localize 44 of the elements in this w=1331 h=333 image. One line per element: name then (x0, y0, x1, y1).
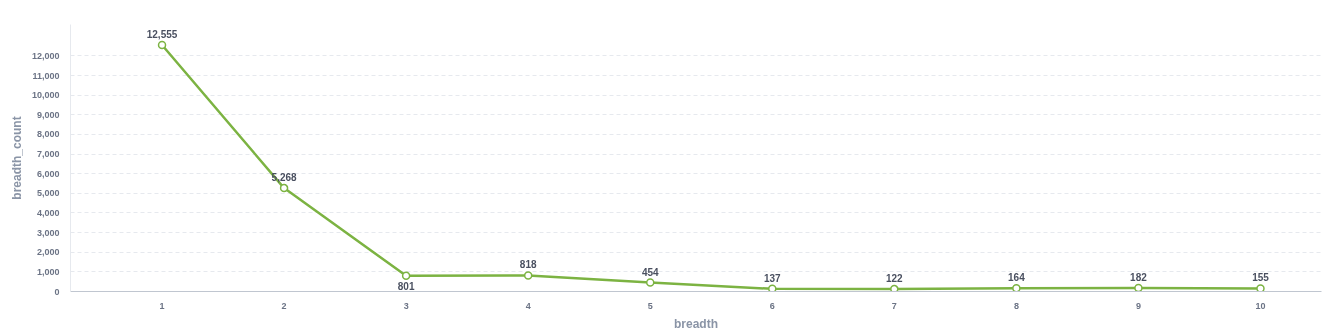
y-tick-label: 0 (54, 286, 60, 297)
x-tick-label: 2 (281, 300, 287, 311)
x-tick-label: 1 (159, 300, 165, 311)
x-tick-label: 6 (769, 300, 775, 311)
y-tick-label: 12,000 (31, 50, 60, 61)
text: 182 (1130, 271, 1147, 283)
y-tick-label: 6,000 (36, 168, 60, 179)
y-tick-label: 5,000 (36, 188, 60, 199)
point (890, 284, 899, 292)
y-tick-label: 3,000 (36, 227, 60, 238)
y-axis-title: breadth_count (9, 116, 24, 200)
y-tick-label: 2,000 (36, 247, 60, 258)
y-tick-label: 1,000 (36, 266, 60, 277)
y-tick-label: 4,000 (36, 207, 60, 218)
text: 818 (519, 259, 537, 271)
point (1012, 284, 1021, 292)
text: 122 (885, 273, 903, 285)
x-tick-label: 4 (525, 300, 531, 311)
y-tick-label: 9,000 (36, 109, 60, 120)
text: 137 (763, 272, 781, 284)
point (768, 284, 777, 292)
point (645, 278, 655, 287)
x-tick-label: 3 (403, 300, 409, 311)
x-axis-title: breadth (674, 316, 719, 331)
point (401, 271, 411, 281)
text: 12,555 (146, 29, 178, 41)
text: 155 (1252, 272, 1269, 284)
point (157, 40, 167, 50)
y-tick-label: 11,000 (32, 70, 60, 81)
y-tick-label: 10,000 (31, 90, 60, 101)
x-tick-label: 10 (1255, 300, 1266, 311)
x-tick-label: 7 (891, 300, 897, 311)
text: 454 (641, 266, 659, 278)
point (279, 183, 289, 193)
x-tick-label: 5 (647, 300, 653, 311)
x-tick-label: 9 (1135, 300, 1141, 311)
point (1256, 284, 1265, 292)
y-tick-label: 7,000 (36, 149, 60, 160)
y-tick-label: 8,000 (36, 129, 60, 140)
point (523, 271, 533, 280)
x-tick-label: 8 (1013, 300, 1019, 311)
text: 164 (1008, 272, 1025, 284)
text: 801 (397, 280, 415, 292)
point (1134, 283, 1143, 292)
